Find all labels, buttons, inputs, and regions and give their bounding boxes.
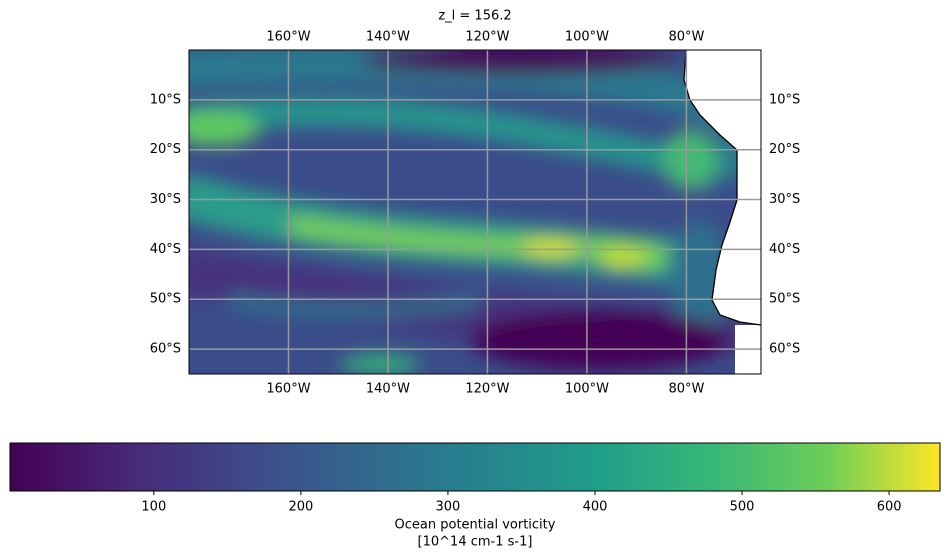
map-frame — [188, 49, 762, 375]
colorbar-label: [10^14 cm-1 s-1] — [418, 535, 533, 550]
colorbar — [9, 442, 941, 492]
x-tick-label: 140°W — [366, 382, 410, 397]
x-tick-label: 80°W — [668, 382, 704, 397]
y-tick-label: 50°S — [769, 292, 800, 307]
y-tick-label: 10°S — [150, 92, 181, 107]
colorbar-tick-label: 500 — [730, 500, 755, 515]
x-tick-label: 100°W — [565, 382, 609, 397]
x-tick-label: 120°W — [465, 382, 509, 397]
y-tick-label: 60°S — [769, 342, 800, 357]
colorbar-tick-label: 100 — [141, 500, 166, 515]
y-tick-label: 20°S — [150, 142, 181, 157]
y-tick-label: 40°S — [769, 242, 800, 257]
field — [189, 50, 761, 374]
colorbar-tick-label: 600 — [877, 500, 902, 515]
y-tick-label: 30°S — [769, 192, 800, 207]
y-tick-label: 40°S — [150, 242, 181, 257]
x-tick-label: 160°W — [266, 382, 310, 397]
x-tick-label: 160°W — [266, 30, 310, 45]
chart-title: z_l = 156.2 — [438, 9, 511, 24]
y-tick-label: 30°S — [150, 192, 181, 207]
x-tick-label: 140°W — [366, 30, 410, 45]
x-tick-label: 120°W — [465, 30, 509, 45]
colorbar-tick-label: 200 — [288, 500, 313, 515]
x-tick-label: 80°W — [668, 30, 704, 45]
colorbar-tick-label: 400 — [583, 500, 608, 515]
y-tick-label: 10°S — [769, 92, 800, 107]
colorbar-tick-label: 300 — [436, 500, 461, 515]
y-tick-label: 60°S — [150, 342, 181, 357]
y-tick-label: 50°S — [150, 292, 181, 307]
colorbar-label: Ocean potential vorticity — [395, 518, 556, 533]
x-tick-label: 100°W — [565, 30, 609, 45]
gridlines — [189, 50, 761, 374]
y-tick-label: 20°S — [769, 142, 800, 157]
